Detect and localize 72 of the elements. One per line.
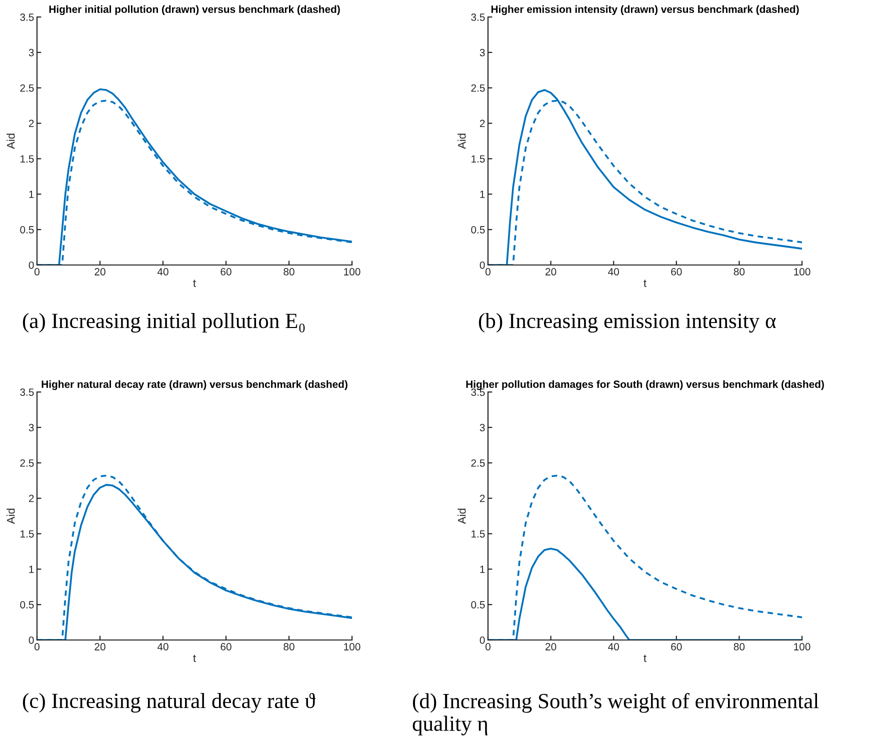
x-tick-label: 100 bbox=[344, 643, 360, 650]
y-tick-label: 2.5 bbox=[471, 84, 485, 92]
y-tick-label: 1 bbox=[480, 566, 485, 573]
x-tick-label: 40 bbox=[157, 268, 168, 276]
x-tick-label: 60 bbox=[220, 643, 232, 650]
x-axis-title: t bbox=[193, 654, 196, 662]
text: (c) Increasing natural decay rate ϑ bbox=[22, 693, 316, 713]
y-tick-label: 1.5 bbox=[472, 530, 485, 538]
x-tick-label: 20 bbox=[94, 268, 106, 276]
y-tick-label: 3.5 bbox=[20, 388, 34, 396]
text: (d) Increasing South’s weight of environmental quality η bbox=[412, 693, 819, 736]
chart-title: Higher pollution damages for South (drawn) versus benchmark (dashed) bbox=[466, 380, 824, 390]
y-tick-label: 3 bbox=[480, 48, 485, 56]
x-tick-label: 0 bbox=[486, 268, 490, 276]
y-tick-label: 2 bbox=[480, 120, 485, 128]
y-axis-title: Aid bbox=[6, 508, 15, 524]
x-tick-label: 100 bbox=[794, 268, 810, 276]
x-tick-label: 100 bbox=[794, 643, 810, 650]
y-tick-label: 1.5 bbox=[20, 155, 34, 163]
y-tick-label: 2.5 bbox=[20, 84, 34, 92]
y-tick-label: 3.5 bbox=[20, 14, 34, 21]
x-tick-label: 40 bbox=[608, 268, 619, 276]
y-tick-label: 0 bbox=[28, 636, 34, 644]
chart-title: Higher initial pollution (drawn) versus benchmark (dashed) bbox=[49, 5, 340, 16]
y-tick-label: 1 bbox=[29, 190, 34, 198]
y-tick-label: 0 bbox=[480, 262, 485, 269]
y-tick-label: 1.5 bbox=[472, 155, 485, 163]
y-tick-label: 0.5 bbox=[471, 226, 485, 234]
y-tick-label: 0 bbox=[28, 262, 34, 269]
y-tick-label: 1 bbox=[29, 566, 34, 573]
x-tick-label: 80 bbox=[284, 268, 294, 276]
x-tick-label: 0 bbox=[34, 643, 40, 650]
y-tick-label: 2 bbox=[480, 494, 485, 502]
x-tick-label: 60 bbox=[671, 643, 682, 650]
y-tick-label: 2 bbox=[28, 494, 34, 502]
chart-title: Higher emission intensity (drawn) versus benchmark (dashed) bbox=[491, 5, 799, 16]
y-tick-label: 3.5 bbox=[471, 14, 485, 21]
x-tick-label: 20 bbox=[546, 268, 556, 276]
x-tick-label: 80 bbox=[734, 268, 745, 276]
y-tick-label: 0.5 bbox=[20, 601, 34, 608]
y-tick-label: 3 bbox=[28, 48, 34, 56]
x-tick-label: 0 bbox=[34, 268, 40, 276]
y-tick-label: 1.5 bbox=[20, 530, 34, 538]
y-tick-label: 3 bbox=[28, 424, 34, 432]
y-tick-label: 0 bbox=[480, 636, 485, 644]
x-tick-label: 0 bbox=[486, 643, 490, 650]
y-tick-label: 0.5 bbox=[471, 601, 485, 608]
y-axis-title: Aid bbox=[458, 134, 466, 150]
y-tick-label: 0.5 bbox=[20, 226, 34, 234]
x-tick-label: 20 bbox=[546, 643, 556, 650]
text: (a) Increasing initial pollution E₀ bbox=[22, 313, 305, 333]
text: (b) Increasing emission intensity α bbox=[478, 313, 776, 333]
x-tick-label: 20 bbox=[94, 643, 106, 650]
x-tick-label: 60 bbox=[220, 268, 232, 276]
y-tick-label: 1 bbox=[480, 190, 485, 198]
y-tick-label: 3 bbox=[480, 424, 485, 432]
x-tick-label: 40 bbox=[608, 643, 619, 650]
chart-title: Higher natural decay rate (drawn) versus benchmark (dashed) bbox=[42, 380, 348, 390]
x-tick-label: 40 bbox=[157, 643, 168, 650]
y-axis-title: Aid bbox=[6, 134, 15, 150]
y-tick-label: 2.5 bbox=[20, 459, 34, 467]
x-tick-label: 60 bbox=[671, 268, 682, 276]
x-axis-title: t bbox=[644, 280, 646, 288]
x-tick-label: 80 bbox=[284, 643, 294, 650]
x-tick-label: 80 bbox=[734, 643, 745, 650]
y-tick-label: 2.5 bbox=[471, 459, 485, 467]
y-axis-title: Aid bbox=[458, 508, 466, 524]
x-axis-title: t bbox=[193, 280, 196, 288]
y-tick-label: 3.5 bbox=[471, 388, 485, 396]
y-tick-label: 2 bbox=[28, 120, 34, 128]
x-axis-title: t bbox=[644, 654, 646, 662]
x-tick-label: 100 bbox=[344, 268, 360, 276]
